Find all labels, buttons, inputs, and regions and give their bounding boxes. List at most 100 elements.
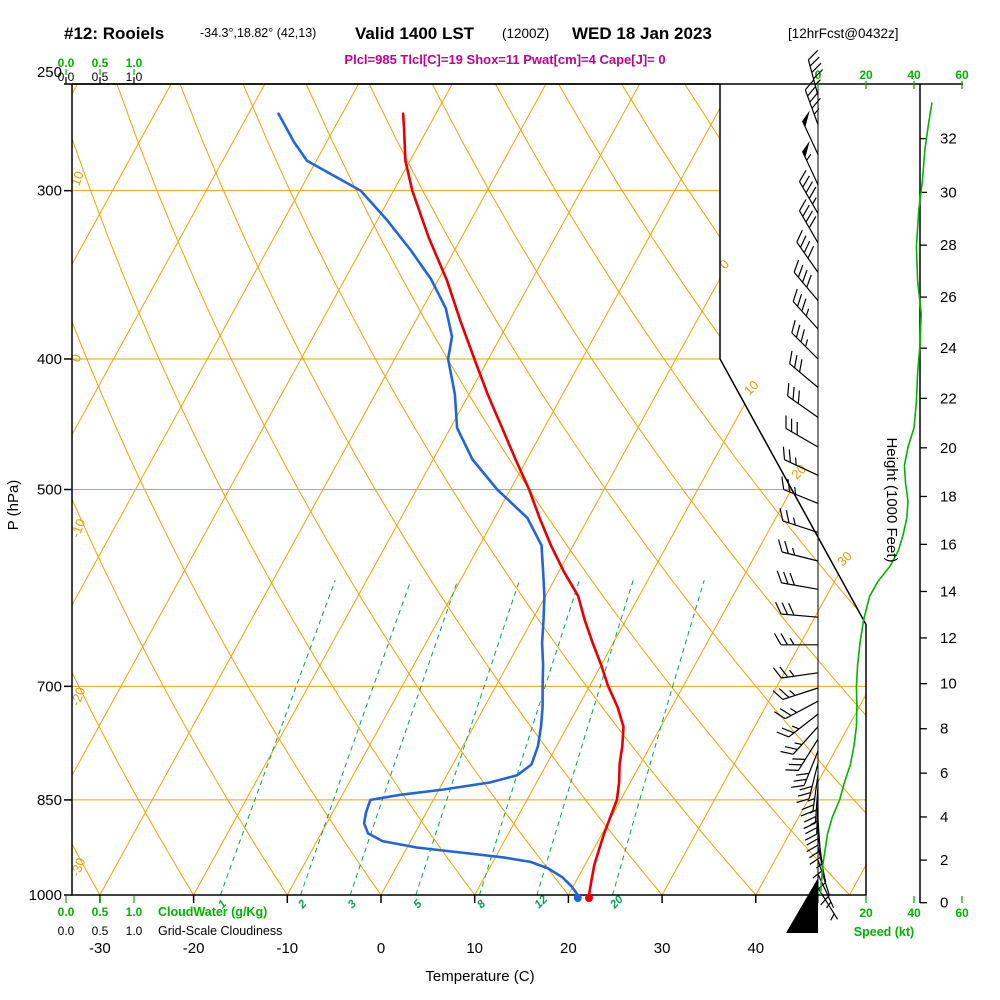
wind-barb <box>776 570 819 590</box>
height-tick-label: 18 <box>940 488 957 505</box>
height-tick-label: 30 <box>940 184 957 201</box>
pressure-tick-label: 250 <box>37 64 62 81</box>
cloudiness-scale-bottom: 0.5 <box>92 924 109 938</box>
temp-tick-label: 20 <box>560 940 577 957</box>
dry-adiabat-line <box>72 84 382 895</box>
speed-scale-top: 0 <box>815 68 822 82</box>
height-tick-label: 2 <box>940 852 948 869</box>
wind-barb <box>796 762 819 804</box>
wind-barb <box>804 797 819 841</box>
temp-tick-label: -10 <box>276 940 298 957</box>
cloudwater-scale-top: 1.0 <box>126 56 143 70</box>
mixing-ratio-line <box>536 580 634 895</box>
wind-barb <box>779 508 819 533</box>
height-tick-label: 26 <box>940 289 957 306</box>
pressure-tick-label: 300 <box>37 183 62 200</box>
height-tick-label: 28 <box>940 237 957 254</box>
wind-pennant <box>802 110 810 128</box>
temp-tick-label: 0 <box>377 940 385 957</box>
valid-time: Valid 1400 LST <box>355 24 475 43</box>
speed-scale-top: 60 <box>955 68 969 82</box>
cloudiness-scale-bottom: 0.0 <box>58 924 75 938</box>
cloudwater-scale-top: 0.5 <box>92 56 109 70</box>
sounding-indices: Plcl=985 Tlcl[C]=19 Shox=11 Pwat[cm]=4 C… <box>344 52 665 67</box>
wind-barb <box>801 120 819 155</box>
cloudwater-scale-bottom: 1.0 <box>126 905 143 919</box>
pressure-tick-label: 400 <box>37 351 62 368</box>
mixing-ratio-line <box>220 580 336 895</box>
mixing-ratio-line <box>300 580 412 895</box>
isotherm-label: 0 <box>716 256 732 272</box>
pressure-tick-label: 500 <box>37 482 62 499</box>
cloudiness-scale-title: Grid-Scale Cloudiness <box>158 924 282 938</box>
wind-barb <box>807 50 824 96</box>
dry-adiabat-line <box>72 84 476 895</box>
surface-wedge <box>786 878 818 933</box>
isotherm-label: 10 <box>741 377 762 398</box>
speed-scale-bottom: 20 <box>859 906 873 920</box>
height-tick-label: 14 <box>940 583 957 600</box>
height-tick-label: 4 <box>940 809 948 826</box>
temp-tick-label: -20 <box>183 940 205 957</box>
isotherm-line <box>755 84 866 895</box>
wind-barb <box>773 700 819 720</box>
dewpoint-curve <box>277 112 582 902</box>
height-tick-label: 32 <box>940 131 957 148</box>
isotherm-line <box>286 84 734 895</box>
wind-barb <box>777 539 819 562</box>
isotherm-line <box>72 84 453 895</box>
wind-pennant <box>802 140 810 158</box>
isotherm-label: 20 <box>788 461 809 482</box>
pressure-tick-label: 1000 <box>29 887 62 904</box>
dry-adiabat-line <box>72 84 288 895</box>
valid-date: WED 18 Jan 2023 <box>572 24 712 43</box>
height-tick-label: 20 <box>940 440 957 457</box>
mixing-ratio-label: 3 <box>346 898 359 911</box>
temperature-curve <box>401 112 625 897</box>
speed-axis-title: Speed (kt) <box>854 925 914 939</box>
mixing-ratio-label: 2 <box>296 898 310 912</box>
mixing-ratio-label: 8 <box>475 898 488 911</box>
wind-barb <box>789 350 819 388</box>
height-tick-label: 22 <box>940 390 957 407</box>
temperature-axis-title: Temperature (C) <box>425 968 534 985</box>
forecast-tag: [12hrFcst@0432z] <box>788 26 899 41</box>
cloudwater-scale-bottom: 0.0 <box>58 905 75 919</box>
adiabat-label: -30 <box>68 856 89 879</box>
station-title: #12: Rooiels <box>64 24 164 43</box>
wind-barb <box>776 713 819 738</box>
dry-adiabat-line <box>72 84 195 895</box>
isotherm-line <box>72 84 266 895</box>
mixing-ratio-line <box>349 580 459 895</box>
isotherm-line <box>99 84 547 895</box>
mixing-ratio-label: 12 <box>533 893 551 911</box>
axis-titles: P (hPa) Temperature (C) Height (1000 Fee… <box>5 437 914 985</box>
temp-tick-label: 40 <box>747 940 764 957</box>
wind-barb <box>803 785 819 830</box>
isotherm-line <box>193 84 641 895</box>
isotherm-line <box>72 84 359 895</box>
wind-barb <box>785 415 819 448</box>
wind-barbs-column <box>772 50 839 921</box>
valid-utc: (1200Z) <box>502 26 549 41</box>
wind-speed-curve <box>819 102 933 896</box>
temp-tick-label: -30 <box>89 940 111 957</box>
temp-tick-label: 10 <box>466 940 483 957</box>
dewpoint-curve <box>277 112 580 897</box>
temperature-curve <box>401 112 625 902</box>
wind-barb <box>804 79 821 125</box>
station-coords: -34.3°,18.82° (42,13) <box>200 26 316 40</box>
height-axis-title: Height (1000 Feet) <box>883 437 900 562</box>
wind-barb <box>798 170 819 214</box>
mixing-ratio-label: 20 <box>608 893 627 912</box>
wind-barb <box>801 150 819 186</box>
dry-adiabat-line <box>305 84 850 895</box>
isotherm-label: 30 <box>834 548 855 569</box>
surface-dewpoint-dot <box>573 894 582 902</box>
speed-scale-top: 40 <box>907 68 921 82</box>
header: #12: Rooiels -34.3°,18.82° (42,13) Valid… <box>64 24 899 67</box>
height-tick-label: 6 <box>940 765 948 782</box>
wind-barb <box>775 601 819 618</box>
